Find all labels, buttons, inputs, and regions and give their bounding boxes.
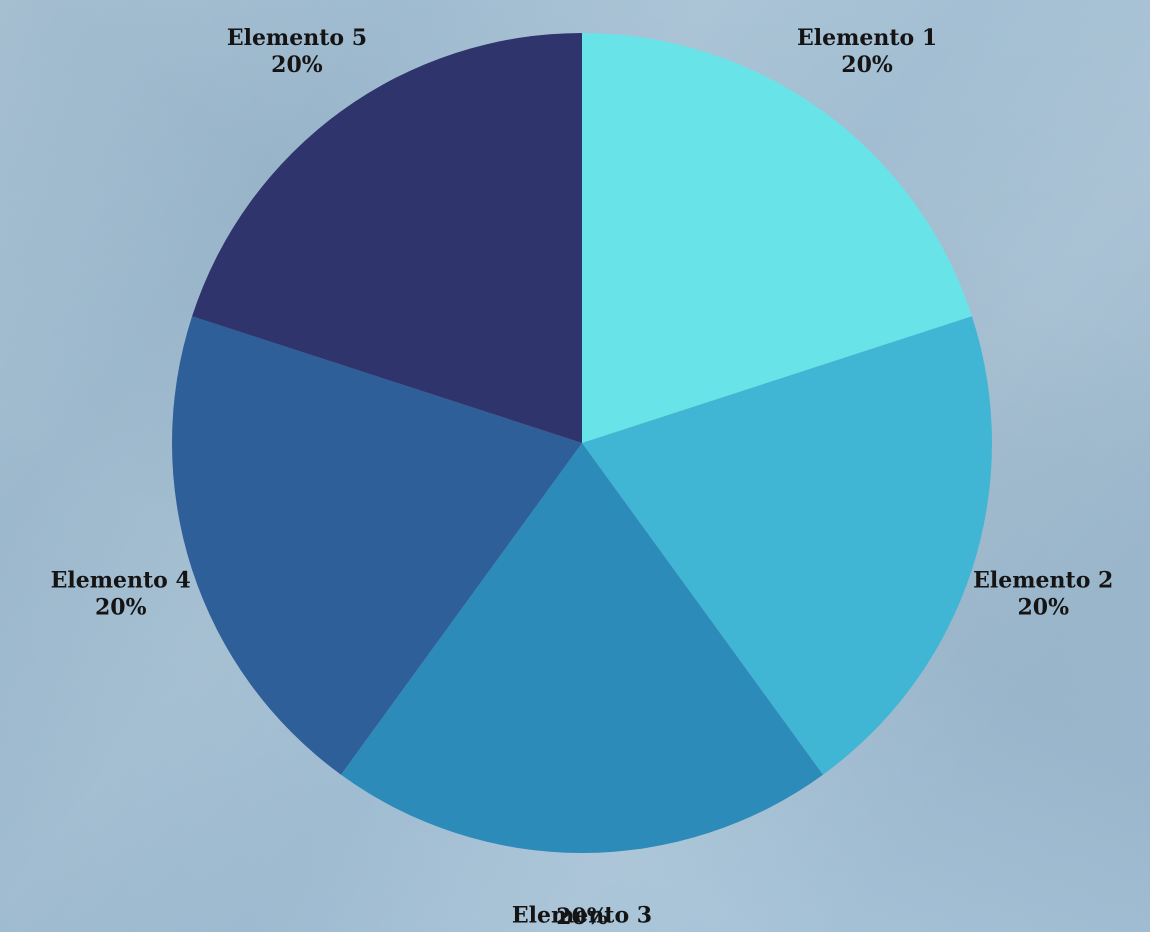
slice-label-5: Elemento 5 [227, 25, 367, 51]
slice-value-5: 20% [271, 52, 323, 78]
slice-value-3: 20% [556, 904, 608, 930]
slice-label-2: Elemento 2 [973, 567, 1113, 593]
slice-label-4: Elemento 4 [51, 567, 191, 593]
slice-label-1: Elemento 1 [797, 25, 937, 51]
slice-value-2: 20% [1017, 594, 1069, 620]
slice-value-4: 20% [95, 594, 147, 620]
pie-slices [172, 33, 992, 853]
slice-value-1: 20% [841, 52, 893, 78]
